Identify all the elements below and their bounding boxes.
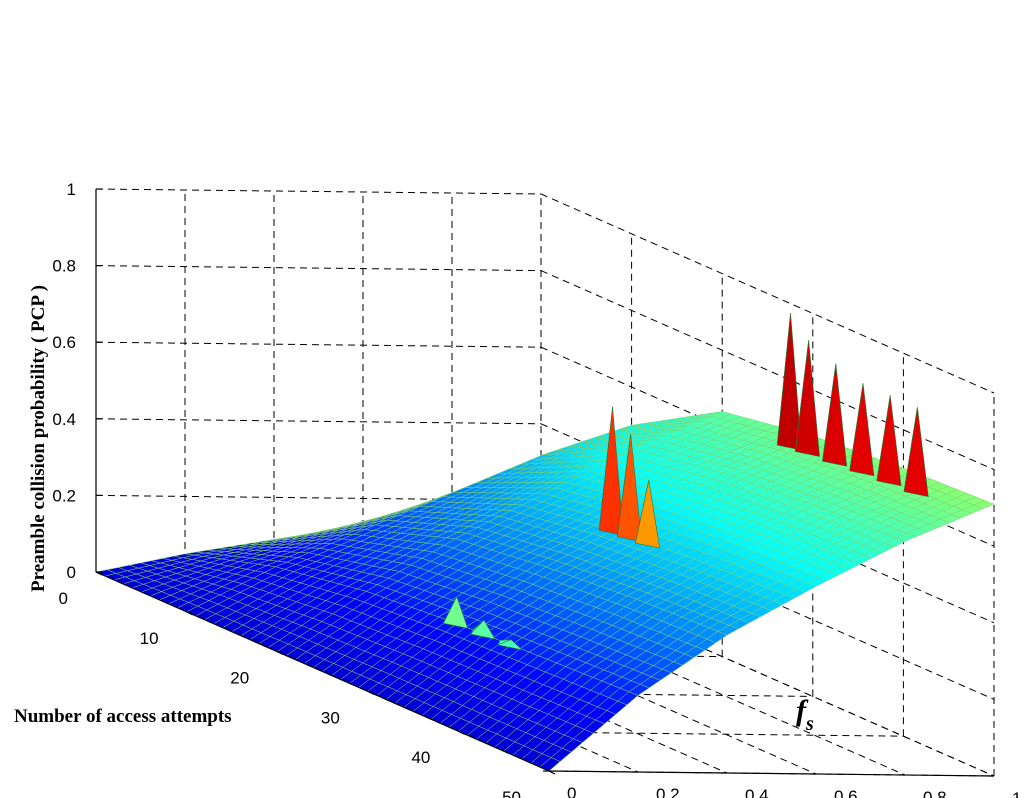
peak-right-face-10 (470, 619, 496, 640)
grid-line-z-left-4 (95, 265, 542, 272)
grid-line-z-right-2 (540, 423, 995, 624)
peak-right-face-5 (903, 407, 929, 497)
grid-line-y-floor-2 (273, 573, 728, 774)
peak-right-face-2 (822, 363, 848, 467)
peak-right-face-1 (794, 340, 820, 457)
peak-right-face-0 (776, 313, 802, 451)
grid-line-y-floor-5 (540, 576, 995, 777)
x-tick-mark-1 (186, 611, 193, 616)
x-tick-label-0: 0 (59, 589, 68, 608)
peak-right-face-3 (849, 383, 875, 477)
z-tick-label-4: 0.8 (52, 257, 76, 276)
peak-right-face-6 (598, 406, 624, 536)
x-tick-mark-0 (95, 571, 103, 576)
peak-right-face-9 (443, 595, 469, 629)
z-tick-label-3: 0.6 (52, 333, 76, 352)
grid-line-y-floor-4 (451, 575, 906, 776)
z-tick-label-5: 1 (67, 180, 76, 199)
x-axis-line (95, 571, 550, 772)
x-tick-mark-2 (276, 651, 284, 656)
grid-line-y-floor-3 (362, 574, 817, 775)
x-tick-label-2: 20 (230, 669, 249, 688)
grid-line-z-right-5 (540, 193, 995, 394)
peak-right-face-7 (616, 433, 642, 542)
y-axis-label-main: f (796, 694, 809, 727)
y-tick-label-1: 0.2 (656, 785, 680, 798)
z-tick-label-0: 0 (67, 563, 76, 582)
x-tick-mark-5 (548, 770, 556, 775)
grid-line-z-left-3 (95, 341, 542, 348)
z-axis-label: Preamble collision probability ( PCP ) (28, 285, 49, 592)
grid-line-z-left-5 (95, 188, 542, 195)
grid-line-z-left-2 (95, 418, 542, 425)
x-tick-label-3: 30 (321, 708, 340, 727)
y-axis-label: fs (796, 694, 814, 735)
y-tick-label-3: 0.6 (834, 787, 858, 798)
z-tick-label-1: 0.2 (52, 486, 76, 505)
peak-layer (443, 313, 929, 651)
y-tick-label-4: 0.8 (923, 788, 947, 798)
x-tick-label-5: 50 (502, 788, 521, 798)
x-tick-label-1: 10 (140, 629, 159, 648)
x-axis-label: Number of access attempts (14, 706, 232, 727)
x-tick-mark-3 (367, 690, 375, 695)
x-tick-mark-4 (458, 730, 465, 735)
y-tick-label-5: 1 (1012, 789, 1021, 798)
y-tick-label-0: 0 (567, 784, 576, 798)
peak-right-face-4 (876, 395, 902, 487)
y-tick-label-2: 0.4 (745, 786, 769, 798)
grid-line-z-left-1 (95, 494, 542, 501)
x-tick-label-4: 40 (411, 748, 430, 767)
z-tick-label-2: 0.4 (52, 410, 76, 429)
peak-right-face-11 (496, 639, 524, 651)
peak-right-face-8 (635, 480, 661, 549)
y-axis-line (548, 770, 995, 777)
grid-line-z-right-1 (540, 499, 995, 700)
y-axis-label-subscript: s (805, 713, 814, 735)
